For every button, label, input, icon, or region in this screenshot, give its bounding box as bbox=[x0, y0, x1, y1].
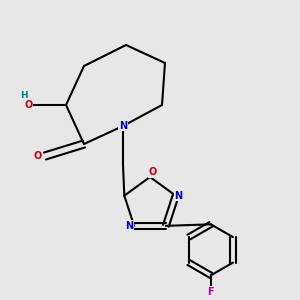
Text: H: H bbox=[20, 92, 28, 100]
Text: F: F bbox=[208, 287, 214, 297]
Text: O: O bbox=[149, 167, 157, 178]
Text: O: O bbox=[25, 100, 33, 110]
Text: N: N bbox=[175, 191, 183, 201]
Text: N: N bbox=[119, 121, 127, 131]
Text: N: N bbox=[126, 221, 134, 231]
Text: O: O bbox=[33, 151, 42, 161]
